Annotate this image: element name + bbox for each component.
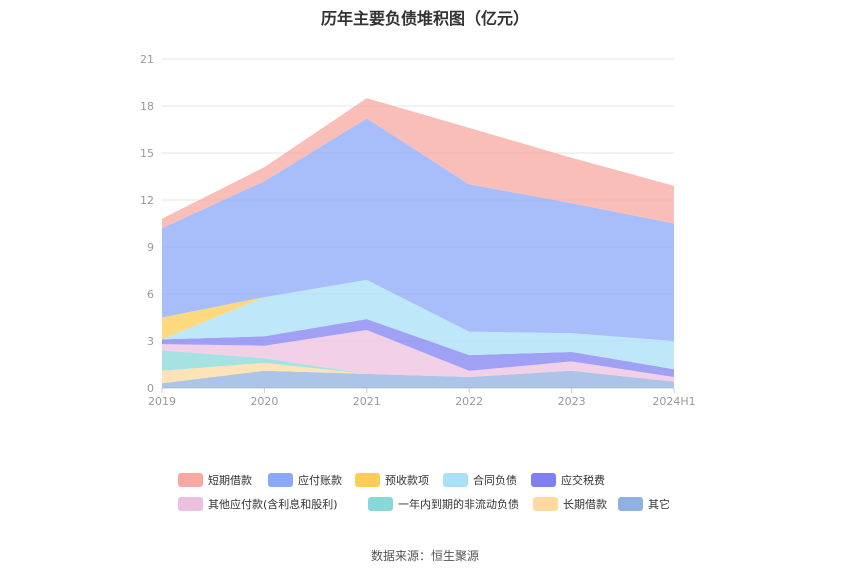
area-series-应付账款: [162, 118, 674, 342]
source-note: 数据来源：恒生聚源: [370, 549, 479, 563]
area-series-其他应付款(含利息和股利): [162, 330, 674, 382]
legend-item[interactable]: 预收款项: [355, 472, 429, 488]
y-tick-label: 21: [140, 53, 154, 66]
area-series-长期借款: [162, 362, 674, 384]
y-tick-label: 12: [140, 194, 154, 207]
legend-swatch: [443, 473, 468, 487]
area-layer: [162, 98, 674, 388]
x-tick-label: 2024H1: [652, 395, 695, 408]
legend-label: 应付账款: [298, 474, 342, 487]
legend-label: 合同负债: [473, 474, 517, 487]
legend-item[interactable]: 应交税费: [531, 472, 605, 488]
legend-swatch: [178, 497, 203, 511]
y-tick-label: 3: [147, 335, 154, 348]
x-tick-label: 2022: [455, 395, 483, 408]
legend-swatch: [178, 473, 203, 487]
legend-label: 短期借款: [208, 474, 252, 487]
legend-item[interactable]: 长期借款: [533, 496, 607, 512]
y-tick-label: 15: [140, 147, 154, 160]
legend-item[interactable]: 其他应付款(含利息和股利): [178, 496, 338, 512]
y-tick-label: 9: [147, 241, 154, 254]
area-series-应交税费: [162, 319, 674, 378]
legend-swatch: [368, 497, 393, 511]
y-tick-label: 0: [147, 382, 154, 395]
x-tick-label: 2019: [148, 395, 176, 408]
legend-label: 长期借款: [563, 498, 607, 511]
x-tick-label: 2021: [353, 395, 381, 408]
legend-swatch: [533, 497, 558, 511]
x-tick-label: 2020: [250, 395, 278, 408]
legend-item[interactable]: 其它: [618, 496, 670, 512]
legend-label: 预收款项: [385, 474, 429, 487]
legend-label: 一年内到期的非流动负债: [398, 498, 519, 511]
legend-label: 应交税费: [561, 474, 605, 487]
legend-swatch: [268, 473, 293, 487]
legend-item[interactable]: 短期借款: [178, 472, 252, 488]
x-tick-label: 2023: [558, 395, 586, 408]
legend-item[interactable]: 应付账款: [268, 472, 342, 488]
chart-title: 历年主要负债堆积图（亿元）: [320, 9, 529, 28]
area-series-合同负债: [162, 279, 674, 370]
legend-label: 其它: [648, 498, 670, 511]
axis-layer: 0 3 6 9 12 15 18 21 2019 2020 2021 2022 2023 2024H1: [140, 53, 696, 408]
legend-item[interactable]: 合同负债: [443, 472, 517, 488]
y-tick-label: 18: [140, 100, 154, 113]
y-tick-label: 6: [147, 288, 154, 301]
area-series-其它: [162, 370, 674, 388]
area-series-短期借款: [162, 98, 674, 229]
legend-item[interactable]: 一年内到期的非流动负债: [368, 496, 519, 512]
legend-swatch: [618, 497, 643, 511]
legend-swatch: [355, 473, 380, 487]
legend-swatch: [531, 473, 556, 487]
legend-label: 其他应付款(含利息和股利): [208, 498, 338, 511]
